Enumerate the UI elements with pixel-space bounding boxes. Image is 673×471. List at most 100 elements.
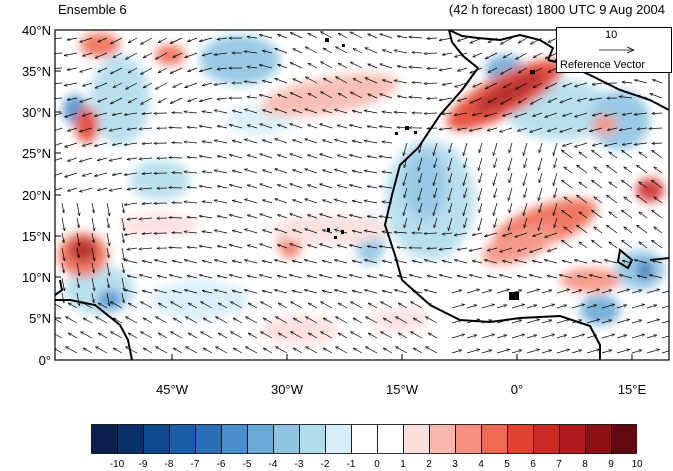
wind-vector — [352, 201, 363, 204]
wind-vector — [98, 67, 108, 72]
wind-vector — [424, 233, 438, 234]
wind-vector — [531, 37, 543, 44]
wind-vector — [545, 82, 558, 89]
wind-vector — [278, 185, 288, 189]
wind-vector — [290, 184, 303, 189]
wind-vector — [518, 67, 528, 73]
wind-vector — [61, 277, 65, 291]
wind-vector — [364, 201, 378, 204]
wind-vector — [427, 248, 438, 249]
wind-vector — [637, 128, 648, 129]
wind-vector — [67, 37, 78, 40]
wind-vector — [188, 333, 198, 339]
wind-vector — [427, 128, 438, 129]
wind-vector — [277, 276, 288, 279]
wind-vector — [485, 52, 498, 59]
wind-vector — [433, 172, 438, 186]
wind-vector — [260, 154, 273, 159]
wind-vector — [247, 185, 258, 189]
wind-vector — [419, 142, 423, 153]
wind-vector — [619, 97, 633, 99]
wind-vector — [448, 217, 453, 231]
wind-vector — [170, 97, 183, 104]
wind-vector — [290, 93, 303, 99]
wind-vector — [124, 290, 138, 294]
wind-vector — [80, 97, 93, 102]
wind-vector — [139, 218, 153, 219]
wind-vector — [379, 126, 393, 129]
wind-vector — [320, 124, 333, 129]
wind-vector — [538, 187, 543, 201]
wind-vector — [80, 187, 93, 192]
wind-vector — [466, 305, 477, 309]
wind-vector — [308, 245, 318, 249]
wind-vector — [562, 261, 573, 264]
wind-vector — [364, 171, 378, 174]
wind-vector — [494, 217, 498, 228]
colorbar-tick-label: -3 — [294, 459, 304, 470]
wind-vector — [511, 304, 525, 309]
wind-vector — [308, 125, 318, 129]
wind-vector — [496, 319, 510, 324]
wind-vector — [634, 260, 648, 264]
wind-vector — [481, 350, 492, 354]
wind-vector — [66, 317, 78, 324]
wind-vector — [121, 202, 124, 213]
wind-vector — [353, 348, 363, 354]
wind-vector — [202, 291, 213, 294]
wind-vector — [293, 170, 303, 174]
wind-vector — [246, 347, 258, 354]
wind-vector — [397, 36, 408, 39]
wind-vector — [484, 260, 498, 264]
wind-vector — [169, 158, 183, 159]
wind-vector — [394, 260, 408, 264]
wind-vector — [637, 195, 648, 204]
wind-vector — [590, 127, 603, 132]
wind-vector — [382, 142, 393, 143]
wind-vector — [68, 127, 78, 131]
wind-vector — [187, 217, 198, 218]
wind-vector — [592, 210, 603, 219]
wind-vector — [496, 305, 507, 309]
wind-vector — [398, 333, 408, 339]
wind-vector — [308, 33, 318, 39]
wind-vector — [293, 200, 303, 204]
wind-vector — [586, 319, 600, 324]
wind-vector — [493, 142, 498, 156]
wind-vector — [571, 290, 582, 294]
wind-vector — [245, 139, 258, 144]
wind-vector — [379, 156, 393, 159]
wind-vector — [609, 212, 618, 219]
wind-vector — [139, 128, 153, 129]
wind-vector — [397, 247, 408, 248]
wind-vector — [55, 53, 63, 54]
wind-vector — [199, 156, 213, 159]
wind-vector — [246, 317, 258, 324]
colorbar-swatch — [455, 424, 482, 454]
wind-vector — [278, 35, 288, 39]
wind-vector — [188, 37, 198, 42]
wind-vector — [202, 231, 213, 233]
wind-vector — [158, 67, 168, 73]
wind-vector — [481, 320, 492, 324]
wind-vector — [424, 113, 438, 114]
wind-vector — [607, 127, 618, 130]
wind-vector — [291, 302, 303, 309]
wind-vector — [485, 112, 498, 116]
wind-vector — [80, 157, 93, 162]
wind-vector — [646, 289, 660, 294]
wind-vector — [577, 276, 588, 279]
wind-vector — [247, 67, 258, 68]
wind-vector — [127, 158, 138, 160]
wind-vector — [604, 112, 618, 116]
wind-vector — [188, 97, 198, 102]
wind-vector — [278, 95, 288, 99]
wind-vector — [263, 348, 273, 354]
colorbar-tick-label: -7 — [190, 459, 200, 470]
wind-vector — [217, 68, 228, 69]
wind-vector — [556, 319, 570, 324]
wind-vector — [306, 77, 318, 84]
wind-vector — [412, 261, 423, 264]
wind-vector — [413, 348, 423, 354]
wind-vector — [293, 348, 303, 354]
